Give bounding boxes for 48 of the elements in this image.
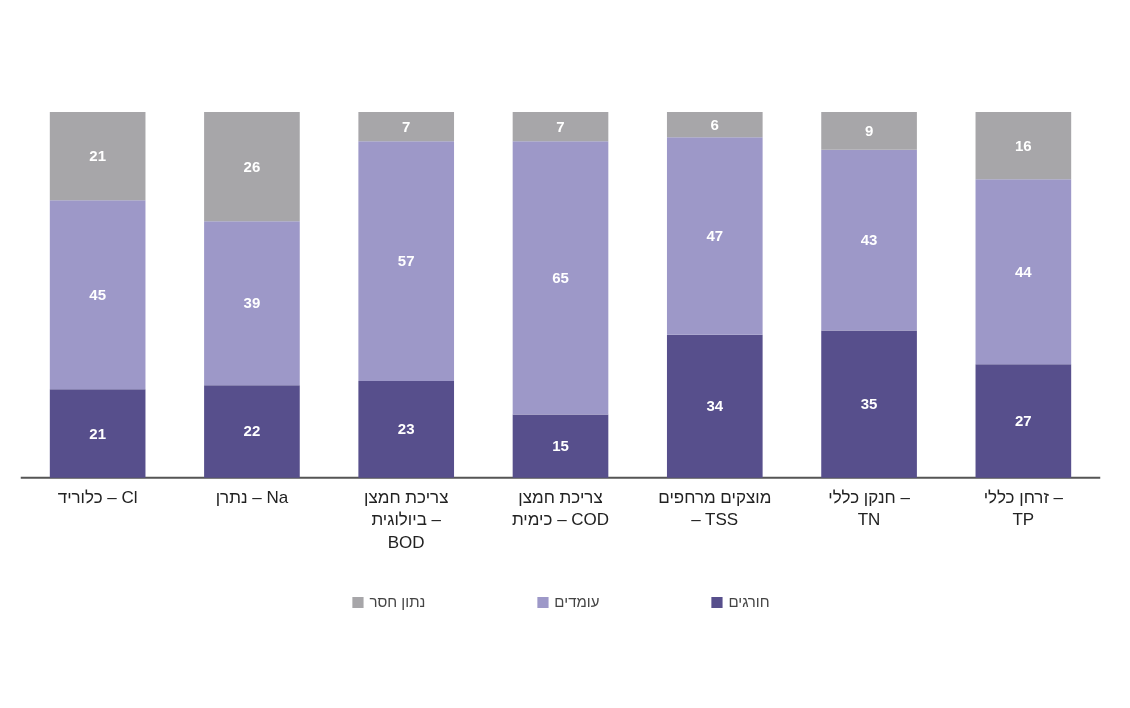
bar bbox=[666, 111, 763, 138]
data-label: 26 bbox=[243, 157, 261, 175]
bar bbox=[512, 414, 609, 478]
bar bbox=[358, 111, 455, 142]
data-label: 7 bbox=[556, 117, 565, 135]
data-label: 9 bbox=[864, 121, 874, 139]
data-label: 34 bbox=[706, 397, 724, 415]
data-label: 6 bbox=[710, 115, 719, 133]
bar bbox=[204, 385, 300, 478]
bar bbox=[358, 380, 455, 478]
bar bbox=[821, 330, 917, 478]
data-label: 65 bbox=[552, 268, 569, 286]
bar bbox=[204, 111, 300, 222]
bar bbox=[821, 149, 917, 331]
x-tick-label: כלוריד – Cl bbox=[57, 487, 138, 507]
data-label: 47 bbox=[706, 226, 724, 244]
x-tick-label: נתרן – Na bbox=[215, 487, 289, 507]
legend-label: עומדים bbox=[554, 593, 600, 610]
bar bbox=[821, 111, 917, 150]
data-label: 15 bbox=[552, 437, 569, 455]
bar bbox=[512, 111, 609, 142]
bar bbox=[204, 221, 300, 386]
bar bbox=[666, 137, 763, 335]
bar bbox=[666, 334, 763, 478]
data-label: 21 bbox=[89, 424, 106, 442]
bar bbox=[49, 200, 146, 390]
data-label: 35 bbox=[860, 395, 878, 413]
data-label: 43 bbox=[860, 231, 878, 249]
data-label: 57 bbox=[397, 252, 415, 270]
data-label: 22 bbox=[243, 422, 261, 440]
bar bbox=[975, 364, 1072, 478]
data-label: 27 bbox=[1015, 411, 1032, 429]
bar bbox=[512, 141, 609, 415]
data-label: 45 bbox=[89, 285, 106, 303]
data-label: 16 bbox=[1015, 136, 1032, 154]
data-label: 44 bbox=[1015, 262, 1033, 280]
legend-label: נתון חסר bbox=[369, 593, 426, 610]
data-label: 39 bbox=[243, 294, 261, 312]
data-label: 21 bbox=[89, 147, 106, 165]
data-label: 23 bbox=[397, 420, 415, 438]
bar bbox=[49, 389, 146, 478]
data-label: 7 bbox=[402, 117, 411, 135]
bar bbox=[975, 111, 1072, 180]
legend-label: חורגים bbox=[728, 593, 770, 610]
bar bbox=[358, 141, 455, 381]
x-tick-label: צריכת חמצן כימית – COD bbox=[511, 487, 610, 530]
bar bbox=[975, 179, 1072, 365]
bar bbox=[49, 111, 146, 201]
